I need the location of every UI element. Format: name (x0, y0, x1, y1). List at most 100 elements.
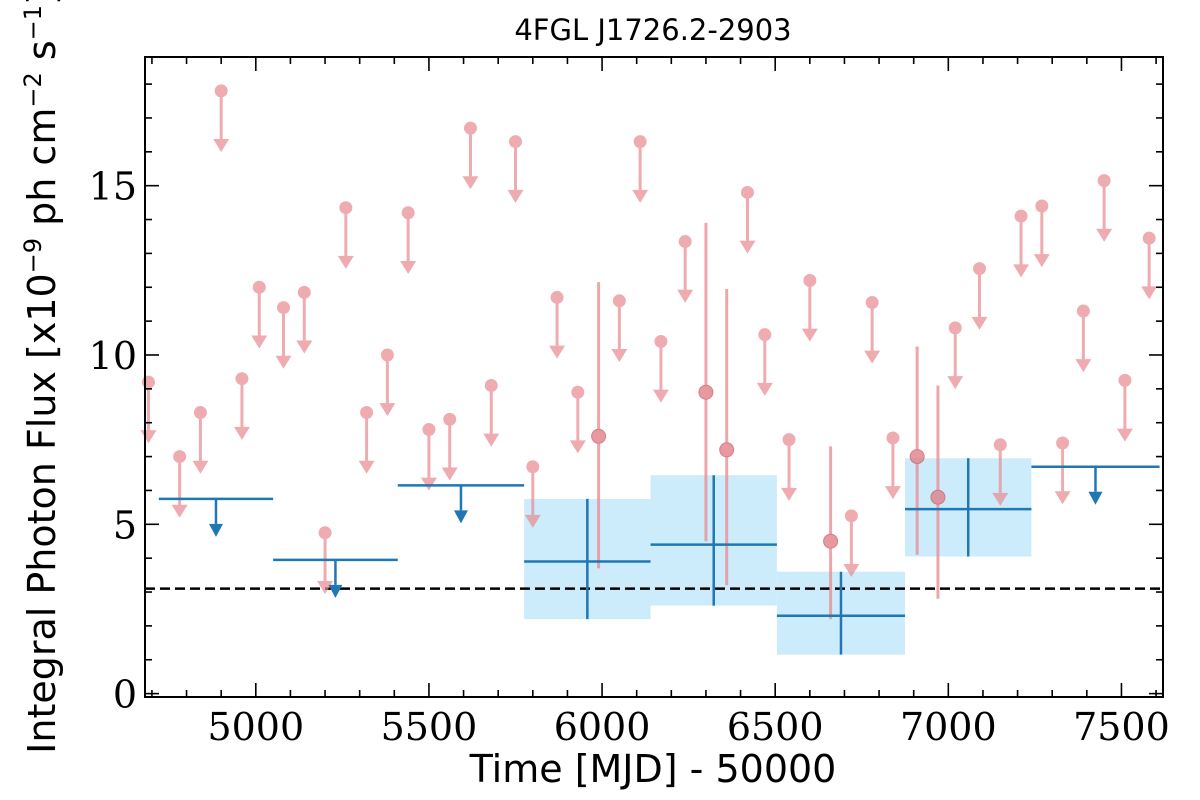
short-bin-upper-limit (462, 121, 479, 190)
upper-limit-point (1076, 304, 1090, 318)
upper-limit-point (297, 285, 311, 299)
short-bin-upper-limit (400, 206, 417, 274)
short-bin-upper-limit (864, 296, 881, 364)
upper-limit-arrowhead (843, 564, 860, 578)
upper-limit-point (633, 135, 647, 149)
upper-limit-arrowhead (884, 486, 901, 500)
short-bin-upper-limit (549, 290, 566, 359)
upper-limit-point (612, 294, 626, 308)
upper-limit-arrowhead (507, 189, 524, 203)
upper-limit-point (1056, 436, 1070, 450)
detection-point (930, 489, 946, 505)
upper-limit-point (865, 296, 879, 310)
short-bin-upper-limit (971, 262, 988, 330)
upper-limit-arrowhead (1054, 491, 1071, 505)
upper-limit-arrowhead (524, 514, 541, 528)
x-axis-label: Time [MJD] - 50000 (469, 747, 837, 791)
upper-limit-point (193, 406, 207, 420)
upper-limit-point (972, 262, 986, 276)
upper-limit-arrowhead (483, 433, 500, 447)
upper-limit-arrowhead (677, 289, 694, 303)
x-tick-label: 5000 (207, 705, 304, 749)
upper-limit-point (678, 235, 692, 249)
short-bin-detection (930, 385, 946, 599)
upper-limit-arrowhead (1096, 228, 1113, 242)
upper-limit-arrowhead (441, 467, 458, 481)
short-bin-detection (698, 222, 714, 542)
short-bin-upper-limit (275, 301, 292, 369)
upper-limit-point (252, 280, 266, 294)
y-axis-label-exp2: −2 (19, 72, 47, 107)
upper-limit-arrowhead (379, 403, 396, 417)
upper-limit-point (422, 422, 436, 436)
x-tick-label: 7000 (900, 705, 997, 749)
upper-limit-arrowhead (864, 350, 881, 364)
short-bin-upper-limit (569, 385, 586, 454)
upper-limit-arrowhead (611, 348, 628, 362)
x-tick-label: 5500 (381, 705, 478, 749)
short-bin-upper-limit (337, 201, 354, 269)
upper-limit-arrowhead (971, 316, 988, 330)
upper-limit-point (758, 328, 772, 342)
short-bin-upper-limit (801, 273, 818, 342)
upper-limit-point (339, 201, 353, 215)
upper-limit-arrowhead (549, 345, 566, 359)
short-bin-upper-limit (1116, 373, 1133, 442)
short-bin-upper-limit (524, 460, 541, 528)
upper-limit-arrowhead (337, 255, 354, 269)
upper-limit-point (948, 321, 962, 335)
y-axis-label-end: ] (20, 0, 64, 5)
y-axis-label: Integral Photon Flux [x10−9 ph cm−2 s−1] (19, 0, 64, 754)
short-bin-upper-limit (213, 84, 230, 153)
short-bin-detection (719, 288, 735, 586)
detection-point (698, 384, 714, 400)
long-bin-upper-limit-arrowhead (328, 584, 343, 598)
upper-limit-point (654, 334, 668, 348)
upper-limit-arrowhead (296, 340, 313, 354)
upper-limit-arrowhead (756, 382, 773, 396)
upper-limit-arrowhead (1116, 428, 1133, 442)
upper-limit-point (526, 460, 540, 474)
detection-point (823, 533, 839, 549)
short-bin-upper-limit (296, 285, 313, 354)
short-bin-detection (591, 282, 607, 569)
chart-title: 4FGL J1726.2-2903 (514, 13, 791, 47)
upper-limit-point (844, 509, 858, 523)
detection-point (719, 442, 735, 458)
y-axis-label-unit: ph cm (20, 108, 64, 238)
short-bin-upper-limit (781, 433, 798, 501)
short-bin-upper-limit (1013, 209, 1030, 278)
upper-limit-point (360, 406, 374, 420)
upper-limit-arrowhead (652, 389, 669, 403)
upper-limit-arrowhead (1141, 286, 1158, 300)
short-bin-upper-limit (843, 509, 860, 578)
upper-limit-arrowhead (1013, 264, 1030, 278)
short-bin-upper-limit (947, 321, 964, 390)
x-tick-label: 7500 (1073, 705, 1170, 749)
upper-limit-arrowhead (251, 335, 268, 349)
upper-limit-point (803, 273, 817, 287)
upper-limit-point (886, 431, 900, 445)
upper-limit-point (463, 121, 477, 135)
y-axis-label-main: Integral Photon Flux [x10 (20, 273, 64, 754)
short-bin-upper-limit (1075, 304, 1092, 373)
short-bin-upper-limit (1141, 231, 1158, 300)
long-bin-upper-limit-arrowhead (1088, 491, 1103, 505)
short-bin-upper-limit (884, 431, 901, 500)
upper-limit-arrowhead (1033, 254, 1050, 268)
short-bin-upper-limit (251, 280, 268, 349)
upper-limit-point (214, 84, 228, 98)
upper-limit-point (235, 372, 249, 386)
short-bin-upper-limit (171, 450, 188, 518)
short-bin-upper-limit (441, 412, 458, 481)
upper-limit-point (401, 206, 415, 220)
short-bin-upper-limit (1033, 199, 1050, 268)
x-tick-label: 6000 (554, 705, 651, 749)
upper-limit-point (1014, 209, 1028, 223)
short-bin-upper-limit (1096, 174, 1113, 242)
upper-limit-point (380, 348, 394, 362)
upper-limit-point (1142, 231, 1156, 245)
short-bin-upper-limit (358, 406, 375, 474)
y-tick-label: 10 (89, 334, 137, 378)
